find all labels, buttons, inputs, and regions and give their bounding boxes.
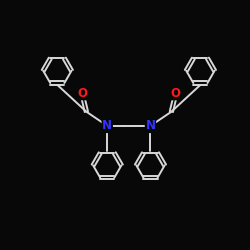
Text: O: O [77,86,87,100]
Text: O: O [171,86,181,100]
Text: N: N [146,120,156,132]
Text: N: N [102,120,112,132]
